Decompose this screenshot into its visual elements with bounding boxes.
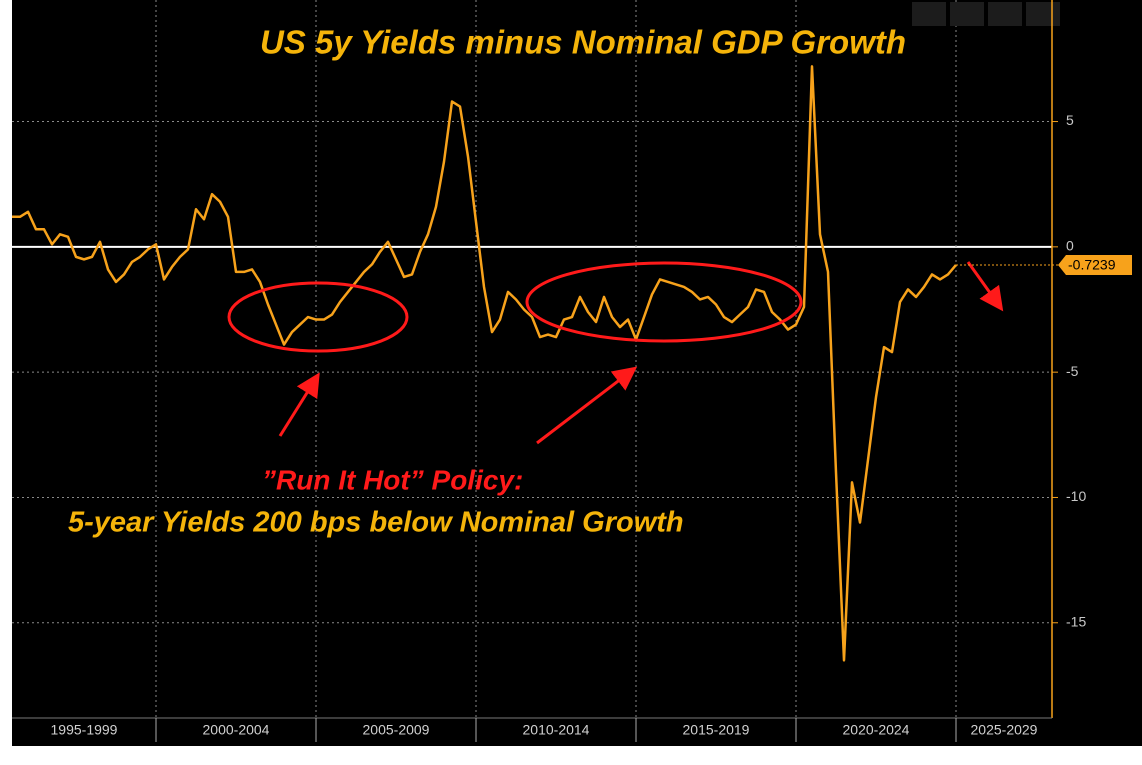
y-tick-label: 0 xyxy=(1066,238,1074,254)
arrow xyxy=(536,366,638,445)
toolbar xyxy=(912,2,1060,26)
tool-button[interactable] xyxy=(912,2,946,26)
background xyxy=(12,0,1142,746)
x-period-label: 2020-2024 xyxy=(843,722,910,738)
last-value-label: -0.7239 xyxy=(1068,257,1116,273)
x-period-label: 2000-2004 xyxy=(203,722,270,738)
arrow xyxy=(966,261,1004,312)
annotation: ”Run It Hot” Policy: xyxy=(262,464,523,495)
chart-title: US 5y Yields minus Nominal GDP Growth xyxy=(260,24,906,61)
grid xyxy=(12,0,1052,718)
y-tick-label: 5 xyxy=(1066,112,1074,128)
x-period-label: 2025-2029 xyxy=(971,722,1038,738)
x-period-label: 2010-2014 xyxy=(523,722,590,738)
highlight-ellipse xyxy=(227,281,409,353)
last-value-tag xyxy=(1058,254,1132,275)
y-tick-label: -15 xyxy=(1066,613,1086,629)
x-period-label: 2015-2019 xyxy=(683,722,750,738)
highlight-ellipse xyxy=(525,261,803,343)
tool-button[interactable] xyxy=(1026,2,1060,26)
y-tick-label: -10 xyxy=(1066,488,1086,504)
annotations-shapes xyxy=(227,261,1004,445)
series-line xyxy=(12,65,957,662)
tool-button[interactable] xyxy=(988,2,1022,26)
y-tick-label: -5 xyxy=(1066,363,1079,379)
annotation: 5-year Yields 200 bps below Nominal Grow… xyxy=(68,507,684,539)
plot xyxy=(12,65,957,662)
arrow xyxy=(278,372,320,437)
x-period-label: 1995-1999 xyxy=(51,722,118,738)
x-period-label: 2005-2009 xyxy=(363,722,430,738)
tool-button[interactable] xyxy=(950,2,984,26)
